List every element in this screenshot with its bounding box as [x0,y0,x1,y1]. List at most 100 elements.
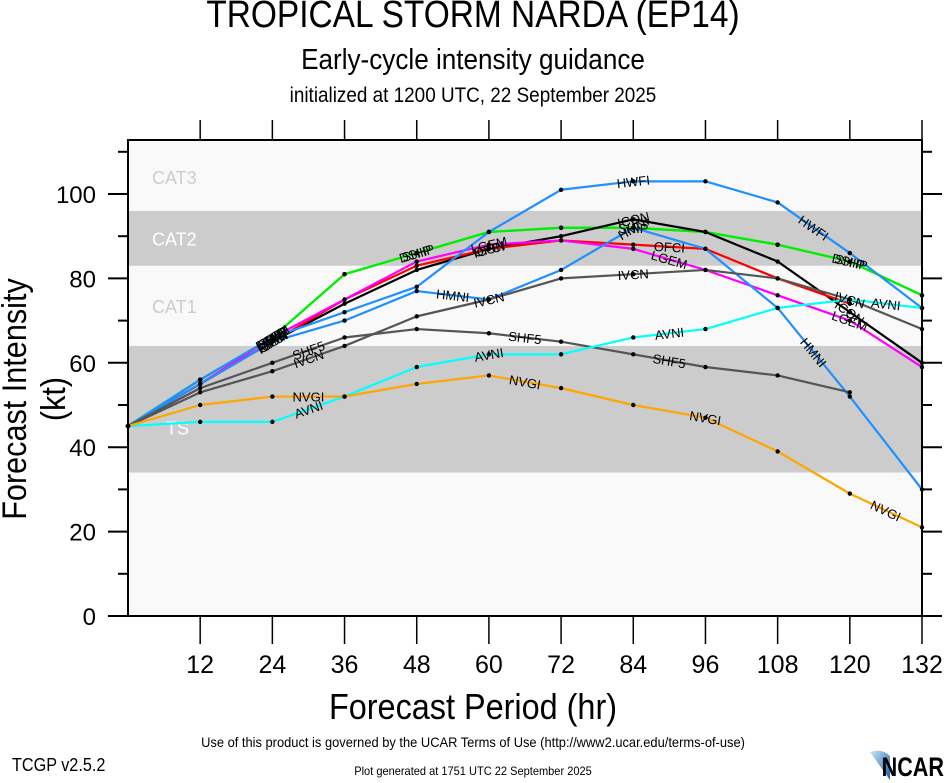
data-point-nvgi [558,385,564,391]
data-point-ship [919,293,925,298]
x-tick-label: 36 [331,651,359,679]
data-point-ivcn [631,271,636,277]
data-point-shf5 [847,390,853,395]
data-point-nvgi [847,491,853,496]
data-point-shf5 [270,360,275,365]
data-point-icon [414,267,419,273]
data-point-nvgi [270,394,275,399]
series-label-ship: SHIP [618,221,648,236]
chart-subtitle: Early-cycle intensity guidance [301,44,645,76]
data-point-hmni [270,339,275,344]
y-tick-label: 60 [69,351,96,378]
data-point-shf5 [558,339,564,344]
data-point-ivcn [197,390,203,395]
data-point-lgem [847,318,853,323]
data-point-lgem [414,259,419,264]
ncar-logo-text: NCAR [881,752,944,782]
data-point-hwfi [270,335,275,340]
data-point-icon [342,301,347,306]
data-point-hwfi [631,179,636,184]
data-point-avni [847,297,853,302]
series-label-ofci: OFCI [472,239,506,261]
data-point-hmni [703,246,708,252]
data-point-shf5 [197,385,203,391]
data-point-ship [558,225,564,230]
data-point-avni [197,419,203,425]
data-point-hmni [414,288,419,294]
band-label-ts: TS [166,419,189,439]
data-point-hwfi [775,200,780,205]
data-point-lgem [919,364,925,370]
data-point-ivcn [486,297,492,302]
data-point-avni [703,326,708,332]
y-tick-label: 20 [69,520,96,547]
data-point-shf5 [486,331,492,336]
data-point-hmni [919,487,925,492]
data-point-lgem [342,297,347,302]
x-tick-label: 84 [619,651,647,679]
data-point-ivcn [558,276,564,281]
band-cat3 [128,143,922,211]
series-label-shf5: SHF5 [652,351,687,372]
band-cat2 [128,210,922,266]
data-point-hwfi [558,187,564,192]
y-tick-label: 40 [69,435,96,462]
data-point-nvgi [414,381,419,387]
plot-frame [127,139,923,617]
x-axis-label: Forecast Period (hr) [328,686,618,727]
series-label-shf5: SHF5 [508,329,543,348]
data-point-hwfi [847,250,853,256]
version-label: TCGP v2.5.2 [12,755,106,775]
data-point-hwfi [414,284,419,290]
data-point-nvgi [631,402,636,408]
data-point-hmni [197,381,203,387]
series-label-icon: ICON [616,209,651,231]
data-point-avni [631,335,636,340]
x-tick-label: 72 [547,651,575,679]
x-tick-label: 48 [403,651,431,679]
data-point-shf5 [414,326,419,332]
data-point-nvgi [342,394,347,399]
data-point-ofci [847,301,853,306]
y-tick-label: 100 [56,182,96,209]
data-point-icon [703,229,708,235]
data-point-lgem [486,242,492,247]
data-point-hmni [342,318,347,323]
data-point-ofci [631,242,636,247]
data-point-icon [919,360,925,365]
series-label-ofci: OFCI [653,239,685,256]
data-point-hmni [558,267,564,273]
data-point-avni [919,305,925,311]
data-point-icon [775,259,780,264]
data-point-ivcn [342,343,347,349]
data-point-hmni [631,225,636,230]
band-label-cat2: CAT2 [152,229,197,249]
data-point-avni [486,352,492,357]
initialization-time: initialized at 1200 UTC, 22 September 20… [289,84,657,107]
series-label-ship: SHIP [833,251,866,273]
data-point-icon [847,309,853,315]
series-label-nvgi: NVGI [293,390,325,405]
data-point-ship [847,259,853,264]
data-point-nvgi [486,373,492,378]
data-point-ivcn [775,276,780,281]
data-point-nvgi [775,449,780,454]
data-point-hwfi [703,179,708,184]
terms-of-use-text: Use of this product is governed by the U… [201,734,745,750]
x-tick-label: 96 [692,651,720,679]
series-label-hmni: HMNI [435,286,470,305]
data-point-shf5 [703,364,708,370]
data-point-avni [558,352,564,357]
data-point-ofci [414,263,419,268]
data-point-ivcn [270,369,275,374]
data-point-hwfi [486,229,492,235]
data-point-avni [775,305,780,311]
data-point-ivcn [703,267,708,273]
data-point-shf5 [342,335,347,340]
data-point-lgem [558,238,564,243]
series-line-nvgi [127,374,923,529]
series-line-ivcn [127,268,923,428]
data-point-ivcn [414,314,419,319]
data-point-shf5 [631,352,636,357]
